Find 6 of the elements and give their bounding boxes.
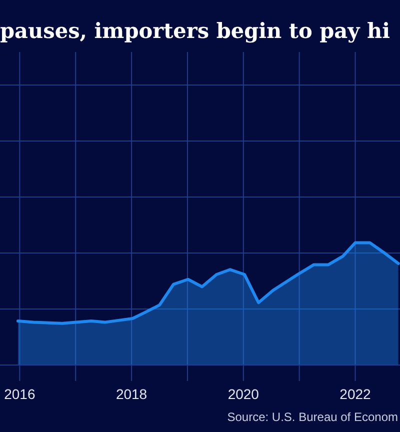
x-tick-label: 2018 <box>116 386 148 402</box>
x-tick-label: 2016 <box>4 386 36 402</box>
x-tick-label: 2022 <box>340 386 372 402</box>
source-note: Source: U.S. Bureau of Econom <box>227 410 398 424</box>
x-tick-label: 2020 <box>228 386 260 402</box>
chart-title: pauses, importers begin to pay hi <box>0 18 394 43</box>
